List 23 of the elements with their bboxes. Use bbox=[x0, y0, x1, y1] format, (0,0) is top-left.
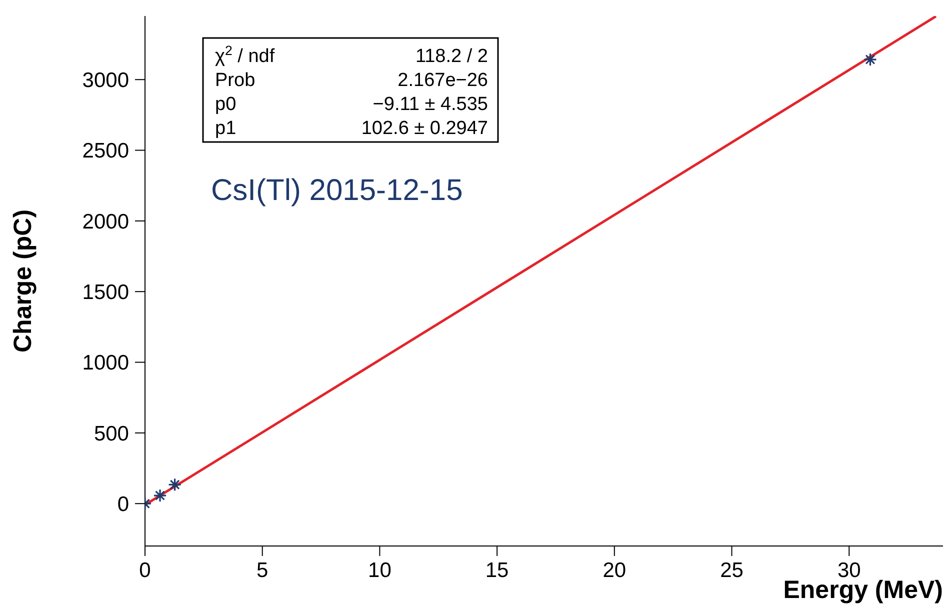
x-tick-label: 10 bbox=[368, 558, 392, 582]
annotation: 118.2 / 2 bbox=[415, 46, 488, 67]
annotation: 2.167e−26 bbox=[398, 70, 488, 91]
annotation: p0 bbox=[215, 94, 236, 115]
y-tick-label: 0 bbox=[117, 493, 129, 516]
x-tick-label: 25 bbox=[720, 558, 744, 582]
y-tick-label: 1000 bbox=[82, 352, 129, 375]
x-tick-label: 20 bbox=[602, 558, 626, 582]
x-tick-label: 15 bbox=[485, 558, 509, 582]
y-tick-label: 2000 bbox=[82, 210, 129, 234]
x-tick-label: 0 bbox=[139, 558, 151, 582]
y-tick-label: 2500 bbox=[82, 140, 129, 163]
annotation: 102.6 ± 0.2947 bbox=[361, 118, 488, 139]
annotation: −9.11 ± 4.535 bbox=[372, 94, 488, 115]
annotation: CsI(Tl) 2015-12-15 bbox=[211, 174, 463, 207]
y-tick-label: 1500 bbox=[82, 281, 129, 304]
y-axis-title: Charge (pC) bbox=[8, 209, 37, 353]
x-tick-label: 5 bbox=[256, 558, 268, 582]
annotation: p1 bbox=[215, 118, 236, 139]
y-tick-label: 500 bbox=[94, 422, 129, 446]
y-tick-label: 3000 bbox=[82, 69, 129, 92]
annotation: χ$^{2}$ / ndf bbox=[215, 42, 276, 67]
annotation: Prob bbox=[215, 70, 256, 91]
